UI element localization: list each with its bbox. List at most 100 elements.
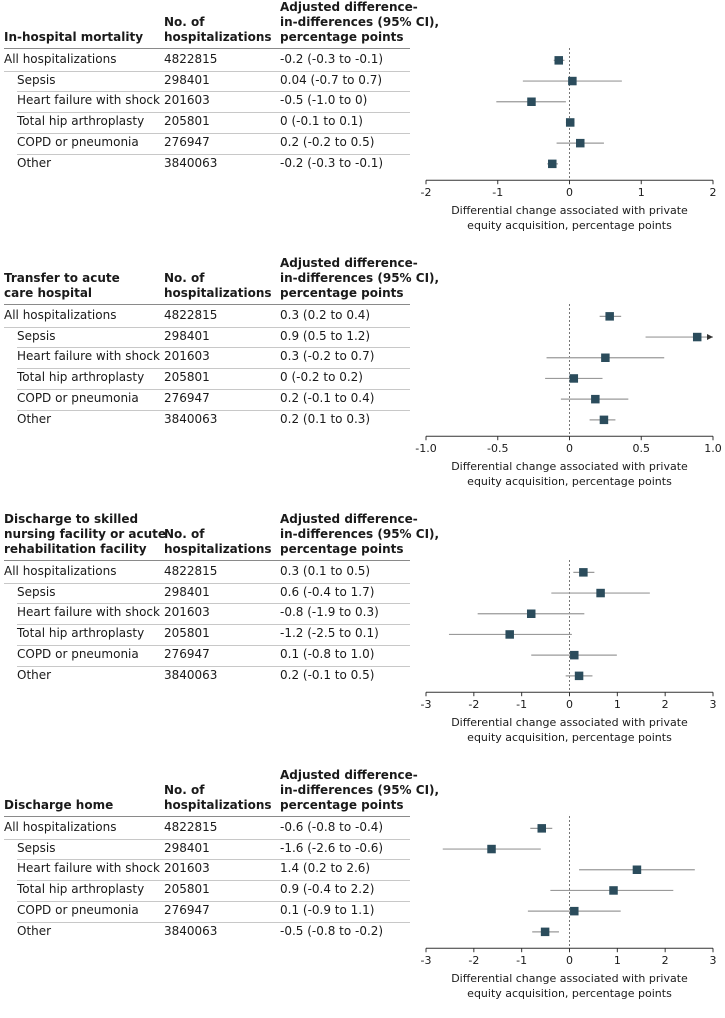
row-estimate: 1.4 (0.2 to 2.6) — [280, 861, 371, 876]
ci-arrow — [707, 334, 713, 341]
row-divider — [17, 347, 410, 349]
x-tick-label: -1 — [516, 954, 527, 967]
row-count: 4822815 — [164, 564, 218, 578]
x-tick-label: 0 — [566, 954, 573, 967]
point-estimate — [548, 159, 557, 169]
forest-panel: Transfer to acute care hospital No. of ho… — [0, 256, 725, 506]
point-estimate — [569, 374, 579, 383]
row-divider — [17, 153, 410, 155]
x-tick-label: -0.5 — [487, 442, 508, 455]
row-divider — [17, 388, 410, 390]
row-estimate: 0.3 (0.1 to 0.5) — [280, 564, 371, 578]
row-divider — [17, 880, 410, 882]
point-estimate — [574, 671, 584, 681]
x-axis-label: Differential change associated with priv… — [451, 972, 688, 1000]
point-estimate — [568, 76, 577, 86]
row-estimate: 0.2 (-0.1 to 0.5) — [280, 667, 375, 682]
row-estimate: 0.04 (-0.7 to 0.7) — [280, 72, 383, 87]
row-divider — [4, 326, 410, 328]
row-label: Sepsis — [17, 584, 56, 599]
row-estimate: -0.2 (-0.3 to -0.1) — [280, 52, 384, 66]
count-column-header: No. of hospitalizations — [164, 15, 272, 44]
count-column-header: No. of hospitalizations — [164, 783, 272, 812]
panel-title: Discharge to skilled nursing facility or… — [4, 512, 167, 556]
row-estimate: 0.1 (-0.8 to 1.0) — [280, 646, 375, 661]
point-estimate — [632, 865, 642, 874]
row-divider — [17, 91, 410, 93]
row-label: Other — [17, 155, 52, 170]
row-count: 4822815 — [164, 308, 218, 322]
row-count: 205801 — [164, 114, 210, 129]
point-estimate — [526, 609, 536, 618]
x-tick-label: 0 — [566, 186, 573, 199]
effect-column-header: Adjusted difference- in-differences (95%… — [280, 768, 440, 812]
row-count: 205801 — [164, 882, 210, 897]
x-tick-label: 0 — [566, 698, 573, 711]
x-tick-label: 3 — [710, 698, 717, 711]
row-label: All hospitalizations — [4, 308, 117, 322]
row-estimate: -1.6 (-2.6 to -0.6) — [280, 840, 384, 855]
row-label: All hospitalizations — [4, 820, 117, 834]
x-tick-label: -2 — [468, 954, 479, 967]
row-divider — [17, 859, 410, 861]
row-estimate: 0.6 (-0.4 to 1.7) — [280, 584, 375, 599]
row-count: 276947 — [164, 902, 210, 917]
x-tick-label: -2 — [468, 698, 479, 711]
forest-panel: Discharge to skilled nursing facility or… — [0, 512, 725, 762]
row-label: Total hip arthroplasty — [17, 626, 145, 641]
x-tick-label: 1 — [614, 698, 621, 711]
x-tick-label: 2 — [662, 954, 669, 967]
row-estimate: -0.2 (-0.3 to -0.1) — [280, 155, 384, 170]
point-estimate — [601, 353, 610, 362]
row-estimate: 0.3 (0.2 to 0.4) — [280, 308, 371, 322]
x-tick-label: 0.5 — [633, 442, 651, 455]
row-label: COPD or pneumonia — [17, 390, 139, 405]
x-tick-label: -1.0 — [415, 442, 436, 455]
panel-title: In-hospital mortality — [4, 30, 144, 44]
point-estimate — [570, 650, 579, 660]
x-tick-label: 2 — [662, 698, 669, 711]
row-divider — [17, 368, 410, 370]
effect-column-header: Adjusted difference- in-differences (95%… — [280, 0, 440, 44]
row-divider — [17, 665, 410, 667]
x-tick-label: 1 — [614, 954, 621, 967]
point-estimate — [692, 332, 702, 342]
row-estimate: 0 (-0.1 to 0.1) — [280, 114, 363, 129]
x-tick-label: 3 — [710, 954, 717, 967]
row-label: COPD or pneumonia — [17, 134, 139, 149]
row-divider — [17, 921, 410, 923]
forest-plot: -3 -2 -1 0 1 2 3 Differential change associated… — [421, 560, 717, 744]
x-tick-label: 1 — [638, 186, 645, 199]
row-label: COPD or pneumonia — [17, 902, 139, 917]
row-label: Total hip arthroplasty — [17, 114, 145, 129]
row-count: 298401 — [164, 840, 210, 855]
row-divider — [4, 838, 410, 840]
effect-column-header: Adjusted difference- in-differences (95%… — [280, 512, 440, 556]
row-count: 276947 — [164, 646, 210, 661]
row-count: 298401 — [164, 72, 210, 87]
point-estimate — [591, 394, 600, 404]
point-estimate — [554, 56, 563, 65]
point-estimate — [505, 630, 514, 639]
row-label: Other — [17, 923, 52, 938]
x-tick-label: 2 — [710, 186, 717, 199]
x-tick-label: 1.0 — [704, 442, 722, 455]
row-divider — [17, 132, 410, 134]
row-estimate: 0.2 (-0.1 to 0.4) — [280, 390, 375, 405]
point-estimate — [596, 588, 605, 598]
row-divider — [17, 644, 410, 646]
row-count: 201603 — [164, 605, 210, 620]
x-tick-label: 0 — [566, 442, 573, 455]
header-rule — [4, 48, 410, 49]
header-rule — [4, 816, 410, 817]
row-estimate: -0.5 (-0.8 to -0.2) — [280, 923, 384, 938]
row-divider — [17, 624, 410, 626]
row-divider — [17, 409, 410, 411]
row-count: 3840063 — [164, 155, 218, 170]
row-estimate: 0.9 (0.5 to 1.2) — [280, 328, 371, 343]
header-rule — [4, 560, 410, 561]
row-label: COPD or pneumonia — [17, 646, 139, 661]
row-estimate: 0.1 (-0.9 to 1.1) — [280, 902, 375, 917]
row-count: 201603 — [164, 349, 210, 364]
forest-plot: -3 -2 -1 0 1 2 3 Differential change associated… — [421, 816, 717, 1000]
